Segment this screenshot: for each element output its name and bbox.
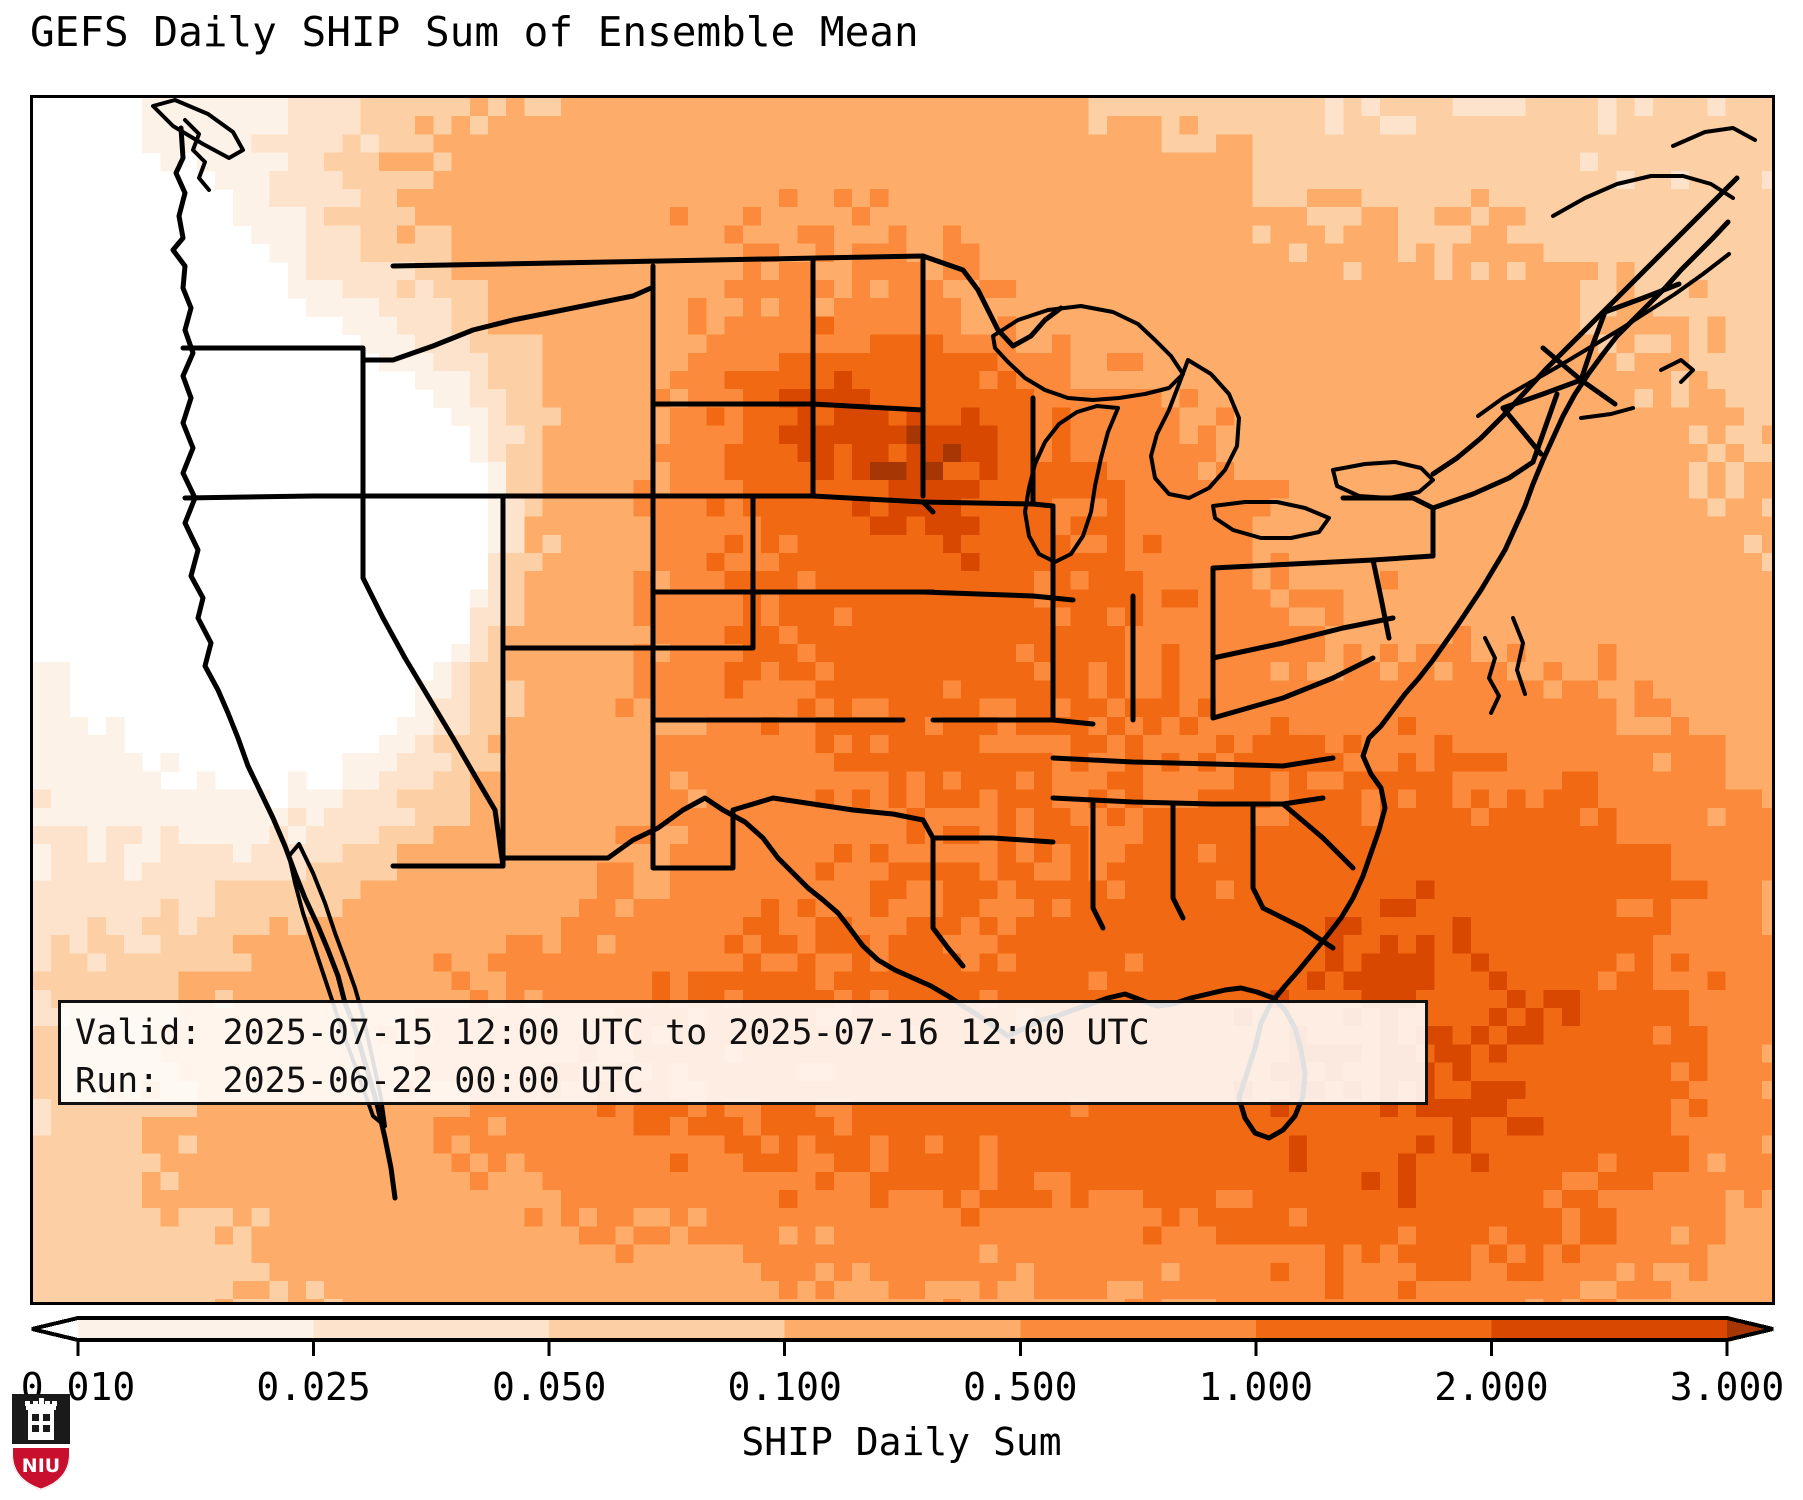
colorbar-tick-label: 0.050 xyxy=(491,1365,607,1409)
valid-time-line: Valid: 2025-07-15 12:00 UTC to 2025-07-1… xyxy=(75,1013,1150,1053)
page-title: GEFS Daily SHIP Sum of Ensemble Mean xyxy=(30,8,919,56)
ship-heatmap-canvas xyxy=(33,98,1772,1302)
colorbar-tick-label: 3.000 xyxy=(1669,1365,1785,1409)
colorbar-svg xyxy=(31,1316,1774,1356)
colorbar-axis-label: SHIP Daily Sum xyxy=(741,1420,1062,1464)
run-time-line: Run: 2025-06-22 00:00 UTC xyxy=(75,1061,644,1101)
colorbar xyxy=(30,1310,1775,1360)
geography-outlines xyxy=(151,98,1757,1201)
valid-run-info-box: Valid: 2025-07-15 12:00 UTC to 2025-07-1… xyxy=(58,1000,1428,1105)
niu-logo-text: NIU xyxy=(22,1455,60,1477)
colorbar-tick-label: 1.000 xyxy=(1198,1365,1314,1409)
niu-logo: NIU xyxy=(12,1394,70,1490)
colorbar-tick-label: 0.500 xyxy=(963,1365,1078,1409)
colorbar-tick-label: 0.100 xyxy=(727,1365,842,1409)
colorbar-tick-labels: 0.010 0.025 0.050 0.100 0.500 1.000 2.000 3.000 xyxy=(0,1365,1803,1410)
colorbar-ticks xyxy=(76,1340,1729,1356)
map-panel xyxy=(30,95,1775,1305)
colorbar-tick-label: 2.000 xyxy=(1434,1365,1549,1409)
colorbar-tick-label: 0.025 xyxy=(256,1365,371,1409)
colorbar-bands xyxy=(32,1318,1773,1340)
